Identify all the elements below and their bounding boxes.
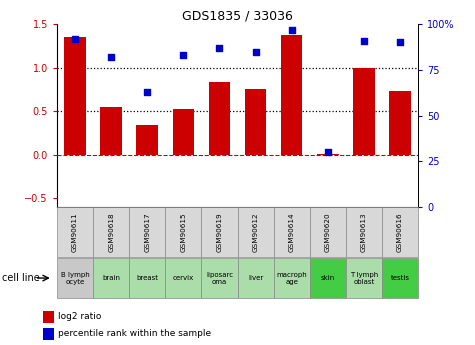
Text: breast: breast <box>136 275 158 281</box>
Text: liver: liver <box>248 275 263 281</box>
Point <box>360 38 368 43</box>
Bar <box>201 258 238 298</box>
Point <box>71 36 79 41</box>
Text: macroph
age: macroph age <box>276 272 307 285</box>
Bar <box>382 258 418 298</box>
Point <box>324 149 332 155</box>
Text: GSM90615: GSM90615 <box>180 212 186 252</box>
Text: GSM90618: GSM90618 <box>108 212 114 252</box>
Bar <box>165 207 201 257</box>
Bar <box>100 107 122 155</box>
Bar <box>346 258 382 298</box>
Bar <box>238 207 274 257</box>
Bar <box>93 258 129 298</box>
Bar <box>353 68 375 155</box>
Text: log2 ratio: log2 ratio <box>58 312 102 321</box>
Bar <box>281 34 303 155</box>
Bar <box>317 154 339 155</box>
Bar <box>274 258 310 298</box>
Text: GSM90619: GSM90619 <box>217 212 222 252</box>
Text: GSM90620: GSM90620 <box>325 212 331 252</box>
Point <box>216 45 223 51</box>
Bar <box>274 207 310 257</box>
Text: GSM90611: GSM90611 <box>72 212 78 252</box>
Title: GDS1835 / 33036: GDS1835 / 33036 <box>182 10 293 23</box>
Point <box>396 40 404 45</box>
Point <box>143 89 151 95</box>
Bar <box>43 328 55 340</box>
Bar <box>57 207 93 257</box>
Bar <box>209 82 230 155</box>
Point <box>180 52 187 58</box>
Text: testis: testis <box>390 275 409 281</box>
Bar <box>43 310 55 323</box>
Point <box>252 49 259 54</box>
Bar <box>165 258 201 298</box>
Point <box>107 54 115 60</box>
Text: skin: skin <box>321 275 335 281</box>
Text: liposarc
oma: liposarc oma <box>206 272 233 285</box>
Bar <box>245 89 266 155</box>
Bar <box>382 207 418 257</box>
Text: GSM90617: GSM90617 <box>144 212 150 252</box>
Bar <box>172 109 194 155</box>
Text: GSM90612: GSM90612 <box>253 212 258 252</box>
Bar <box>389 91 411 155</box>
Text: cell line: cell line <box>2 273 40 283</box>
Text: percentile rank within the sample: percentile rank within the sample <box>58 329 211 338</box>
Bar <box>310 258 346 298</box>
Bar <box>136 125 158 155</box>
Bar <box>93 207 129 257</box>
Bar <box>129 207 165 257</box>
Bar <box>57 258 93 298</box>
Text: B lymph
ocyte: B lymph ocyte <box>61 272 89 285</box>
Text: GSM90613: GSM90613 <box>361 212 367 252</box>
Text: GSM90616: GSM90616 <box>397 212 403 252</box>
Bar <box>238 258 274 298</box>
Bar <box>129 258 165 298</box>
Text: T lymph
oblast: T lymph oblast <box>350 272 378 285</box>
Bar <box>201 207 238 257</box>
Bar <box>64 37 86 155</box>
Bar <box>346 207 382 257</box>
Text: brain: brain <box>102 275 120 281</box>
Bar <box>310 207 346 257</box>
Point <box>288 27 295 32</box>
Text: GSM90614: GSM90614 <box>289 212 294 252</box>
Text: cervix: cervix <box>173 275 194 281</box>
